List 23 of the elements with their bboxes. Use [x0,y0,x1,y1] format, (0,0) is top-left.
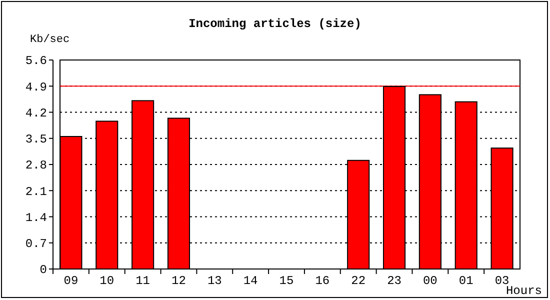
y-tick-label: 5.6 [25,54,47,68]
x-tick-label: 15 [279,274,294,288]
y-tick-label: 2.8 [25,158,47,173]
y-tick-label: 4.9 [25,80,47,94]
x-tick-label: 11 [136,274,150,288]
y-tick-label: 0 [40,263,47,278]
x-tick-label: 14 [243,274,258,288]
x-tick-label: 12 [172,274,186,288]
x-tick-label: 01 [458,274,474,288]
y-tick-label: 0.7 [25,237,47,252]
x-tick-label: 00 [422,274,438,288]
y-tick-label: 4.2 [25,106,47,120]
x-tick-label: 16 [315,274,330,288]
x-tick-label: 09 [64,274,78,288]
x-tick-label: 13 [207,274,222,288]
x-tick-label: 23 [387,274,402,288]
y-axis-title: Kb/sec [30,34,70,46]
x-tick-label: 22 [351,274,366,288]
y-tick-label: 3.5 [25,132,47,147]
x-tick-label: 10 [100,274,114,288]
chart-title: Incoming articles (size) [188,17,362,31]
y-tick-label: 2.1 [25,184,47,199]
y-tick-label: 1.4 [25,210,47,225]
